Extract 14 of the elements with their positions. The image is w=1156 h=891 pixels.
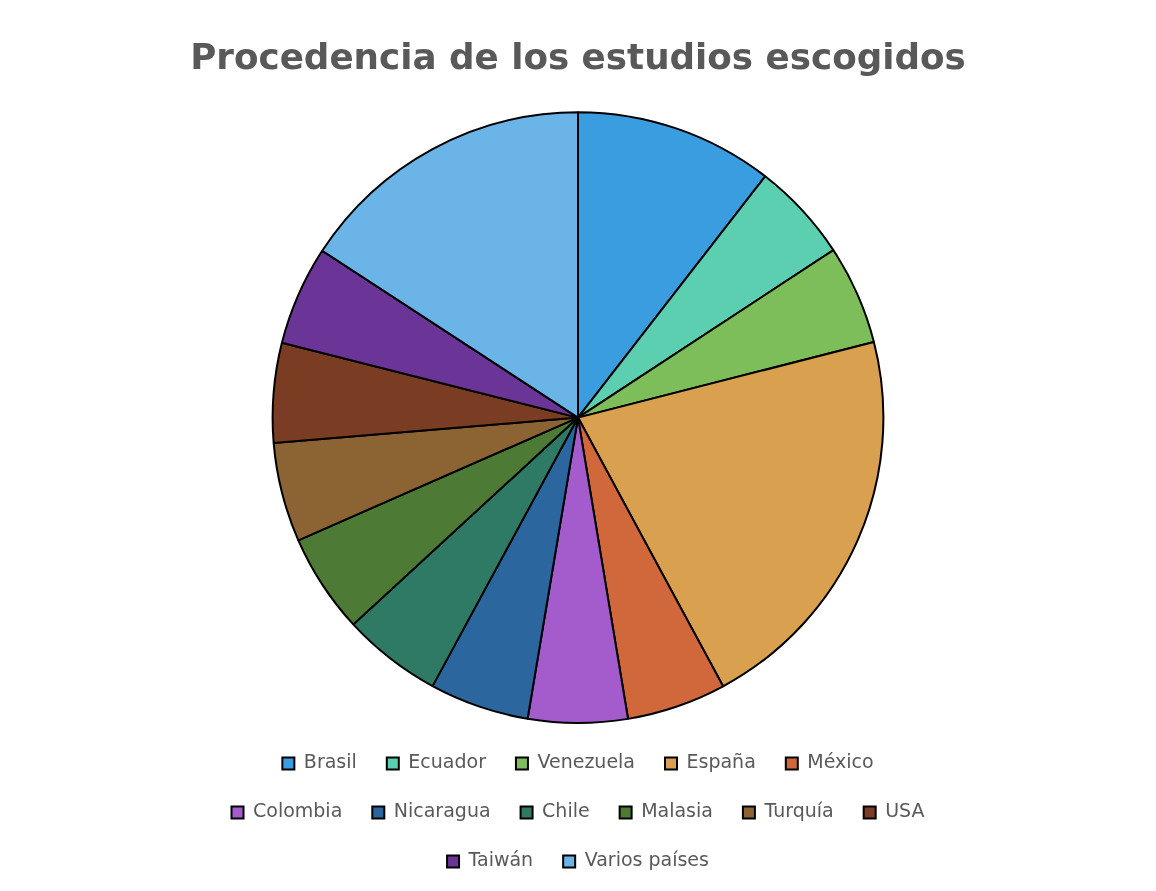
legend-label: Brasil — [303, 750, 357, 773]
legend-label: Venezuela — [537, 750, 636, 773]
legend-label: España — [686, 750, 756, 773]
legend-label: Varios países — [584, 848, 709, 871]
legend-label: Ecuador — [408, 750, 487, 773]
legend-label: Chile — [542, 799, 590, 822]
legend-label: Colombia — [253, 799, 343, 822]
legend-label: USA — [885, 799, 925, 822]
chart-title: Procedencia de los estudios escogidos — [190, 35, 966, 77]
legend-label: Malasia — [641, 799, 713, 822]
legend-label: Nicaragua — [393, 799, 491, 822]
legend-label: México — [807, 750, 874, 773]
legend-label: Taiwán — [467, 848, 534, 871]
legend-label: Turquía — [763, 799, 834, 822]
